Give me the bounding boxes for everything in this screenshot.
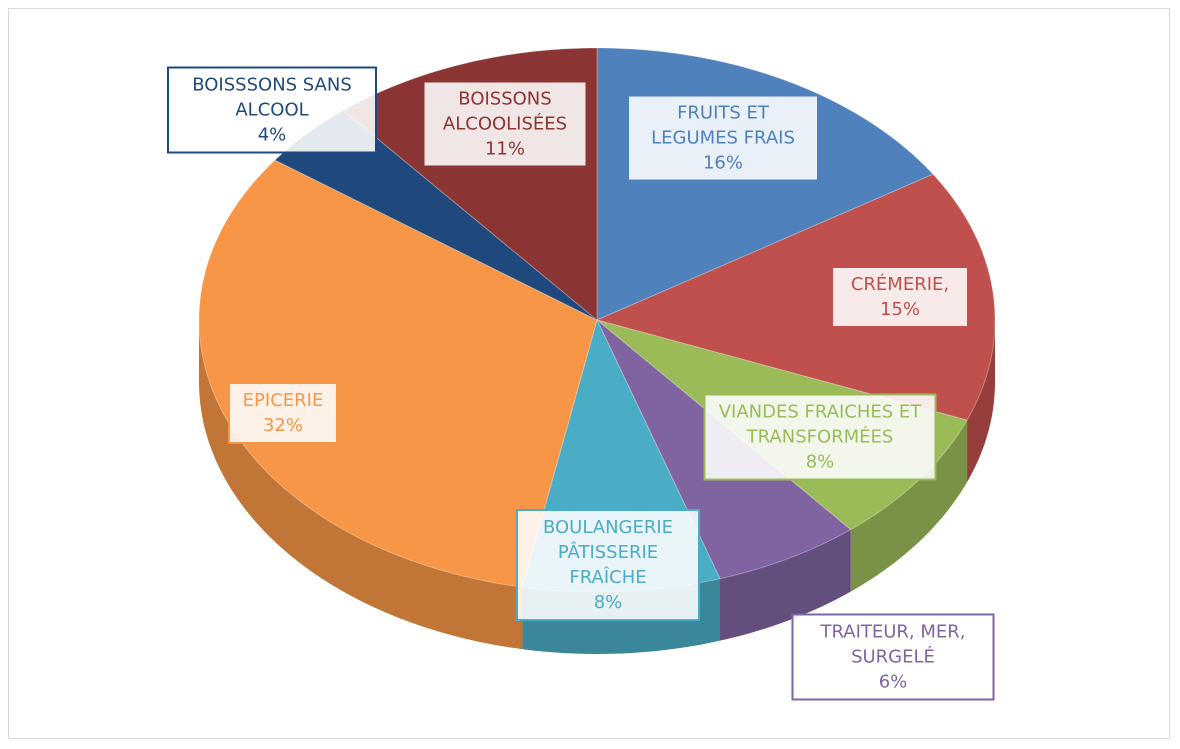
value-label: 6% bbox=[878, 671, 908, 693]
chart-frame bbox=[8, 8, 1170, 739]
value-label: 11% bbox=[484, 138, 525, 160]
data-label: BOISSONS ALCOOLISÉES 11% bbox=[422, 80, 588, 168]
data-label: FRUITS ET LEGUMES FRAIS 16% bbox=[627, 94, 819, 182]
value-label: 32% bbox=[262, 415, 303, 436]
data-label: EPICERIE 32% bbox=[228, 382, 338, 444]
value-label: 4% bbox=[257, 124, 287, 146]
slice-side bbox=[850, 420, 968, 592]
value-label: 8% bbox=[593, 592, 623, 613]
data-label: TRAITEUR, MER, SURGELÉ 6% bbox=[791, 613, 995, 701]
value-label: 15% bbox=[879, 299, 920, 320]
data-label: BOISSSONS SANS ALCOOL 4% bbox=[167, 66, 377, 154]
data-label: BOULANGERIE PÂTISSERIE FRAÎCHE 8% bbox=[516, 509, 700, 621]
category-label: FRUITS ET LEGUMES FRAIS bbox=[651, 102, 795, 149]
value-label: 16% bbox=[702, 152, 743, 174]
category-label: BOISSSONS SANS ALCOOL bbox=[192, 74, 352, 121]
category-label: BOULANGERIE PÂTISSERIE FRAÎCHE bbox=[542, 517, 674, 588]
category-label: TRAITEUR, MER, SURGELÉ bbox=[820, 621, 966, 668]
category-label: EPICERIE bbox=[242, 390, 324, 411]
slice-side bbox=[199, 320, 523, 650]
data-label: VIANDES FRAICHES ET TRANSFORMÉES 8% bbox=[703, 393, 937, 481]
slice-side bbox=[719, 529, 851, 641]
slice bbox=[595, 173, 996, 421]
category-label: CRÉMERIE, bbox=[850, 274, 950, 295]
category-label: VIANDES FRAICHES ET TRANSFORMÉES bbox=[718, 401, 922, 448]
value-label: 8% bbox=[805, 451, 835, 473]
slice-side bbox=[967, 320, 995, 483]
category-label: BOISSONS ALCOOLISÉES bbox=[442, 88, 568, 135]
slice bbox=[198, 159, 598, 588]
data-label: CRÉMERIE, 15% bbox=[831, 266, 969, 328]
